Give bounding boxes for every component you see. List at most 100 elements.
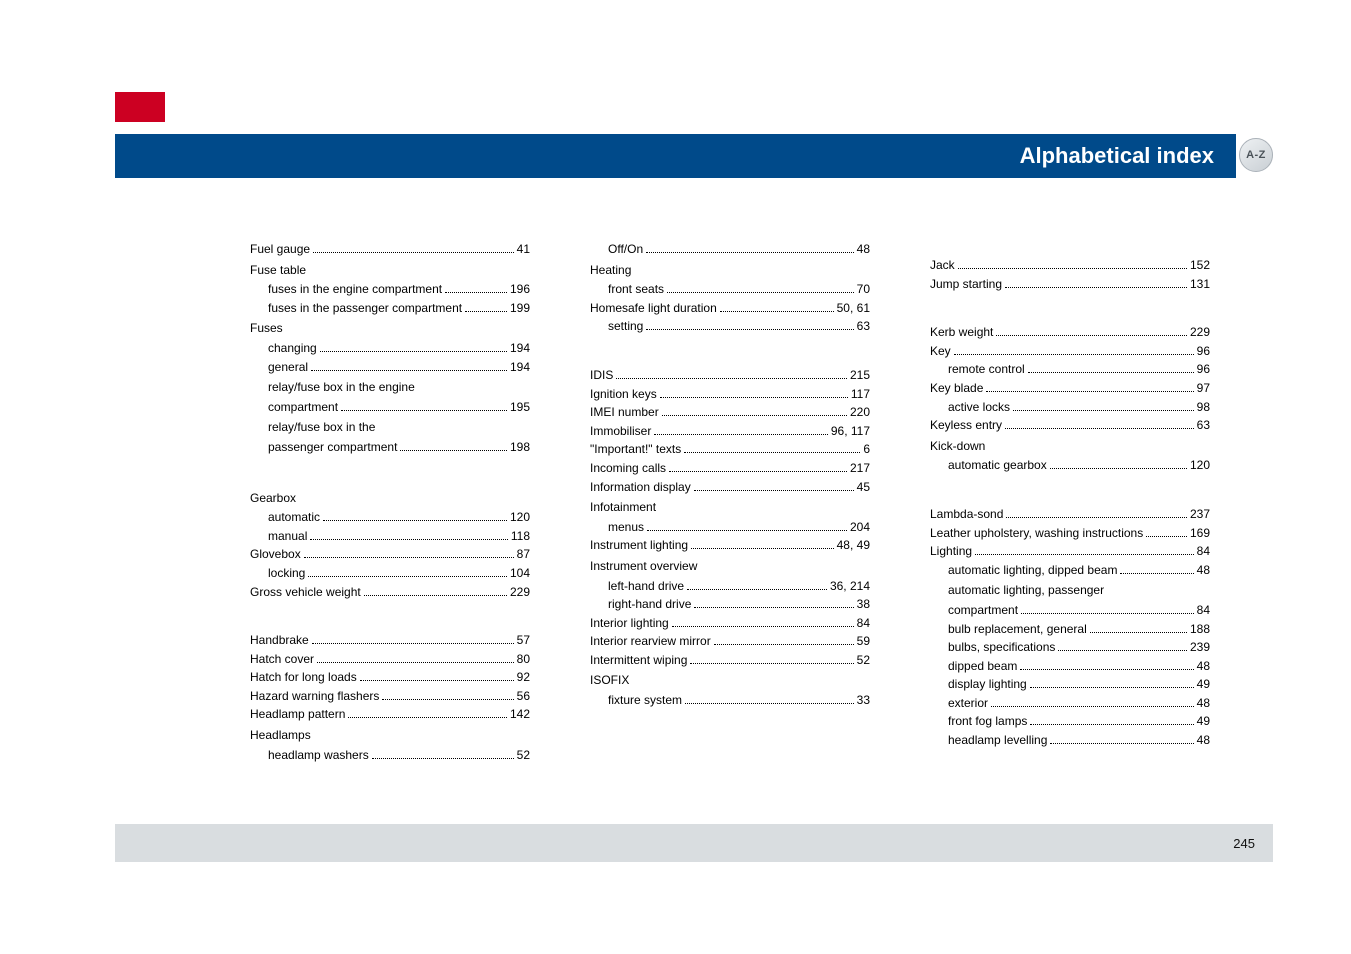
header-bar: Alphabetical index: [115, 134, 1236, 178]
index-page-ref: 59: [857, 632, 870, 651]
index-label: Lighting: [930, 542, 972, 561]
index-label: display lighting: [948, 675, 1027, 694]
index-page-ref: 120: [510, 508, 530, 527]
index-page-ref: 84: [1197, 542, 1210, 561]
index-page-ref: 48: [1197, 694, 1210, 713]
index-entry: fixture system33: [590, 691, 870, 710]
page: Alphabetical index A-Z Fuel gauge41Fuse …: [0, 0, 1351, 954]
index-label: Ignition keys: [590, 385, 657, 404]
index-entry: automatic gearbox120: [930, 456, 1210, 475]
index-entry: passenger compartment198: [250, 438, 530, 457]
index-page-ref: 229: [510, 583, 530, 602]
index-page-ref: 96: [1197, 342, 1210, 361]
index-label: Key blade: [930, 379, 983, 398]
index-entry: Glovebox87: [250, 545, 530, 564]
index-page-ref: 220: [850, 403, 870, 422]
index-entry: right-hand drive38: [590, 595, 870, 614]
index-entry: Off/On 48: [590, 240, 870, 259]
index-heading: Gearbox: [250, 487, 530, 509]
index-entry: remote control96: [930, 360, 1210, 379]
index-page-ref: 117: [851, 385, 870, 404]
index-label: Homesafe light duration: [590, 299, 717, 318]
index-page-ref: 48: [1197, 657, 1210, 676]
index-entry: Hatch for long loads92: [250, 668, 530, 687]
index-label: Off/On: [608, 240, 643, 259]
index-entry: automatic lighting, passenger: [930, 579, 1210, 601]
index-label: bulb replacement, general: [948, 620, 1087, 639]
index-entry: Handbrake57: [250, 631, 530, 650]
index-label: Instrument lighting: [590, 536, 688, 555]
index-label: dipped beam: [948, 657, 1017, 676]
index-page-ref: 48: [857, 240, 870, 259]
index-page-ref: 52: [857, 651, 870, 670]
index-entry: display lighting 49: [930, 675, 1210, 694]
index-entry: Interior lighting84: [590, 614, 870, 633]
index-label: headlamp levelling: [948, 731, 1047, 750]
index-page-ref: 87: [517, 545, 530, 564]
index-page-ref: 48: [1197, 731, 1210, 750]
index-page-ref: 63: [1197, 416, 1210, 435]
index-entry: Key 96: [930, 342, 1210, 361]
index-label: Keyless entry: [930, 416, 1002, 435]
page-number: 245: [1233, 836, 1255, 851]
index-entry: left-hand drive 36, 214: [590, 577, 870, 596]
index-heading: ISOFIX: [590, 669, 870, 691]
footer-bar: 245: [115, 824, 1273, 862]
column-3: Jack152Jump starting131Kerb weight229Key…: [930, 240, 1210, 764]
index-heading: Infotainment: [590, 496, 870, 518]
index-page-ref: 36, 214: [830, 577, 870, 596]
index-label: Lambda-sond: [930, 505, 1003, 524]
index-page-ref: 104: [510, 564, 530, 583]
index-entry: Hatch cover80: [250, 650, 530, 669]
index-entry: Jump starting131: [930, 275, 1210, 294]
index-page-ref: 6: [863, 440, 870, 459]
index-page-ref: 204: [850, 518, 870, 537]
index-heading: Fuse table: [250, 259, 530, 281]
index-label: Interior rearview mirror: [590, 632, 711, 651]
index-label: manual: [268, 527, 307, 546]
index-entry: active locks98: [930, 398, 1210, 417]
index-page-ref: 80: [517, 650, 530, 669]
index-page-ref: 52: [517, 746, 530, 765]
index-entry: locking104: [250, 564, 530, 583]
index-label: exterior: [948, 694, 988, 713]
index-label: Immobiliser: [590, 422, 651, 441]
index-entry: headlamp washers 52: [250, 746, 530, 765]
index-entry: Immobiliser96, 117: [590, 422, 870, 441]
index-label: fixture system: [608, 691, 682, 710]
index-label: headlamp washers: [268, 746, 369, 765]
index-label: Kerb weight: [930, 323, 993, 342]
index-page-ref: 84: [857, 614, 870, 633]
index-label: Information display: [590, 478, 691, 497]
index-heading: Instrument overview: [590, 555, 870, 577]
index-label: right-hand drive: [608, 595, 691, 614]
index-columns: Fuel gauge41Fuse tablefuses in the engin…: [250, 240, 1210, 764]
index-entry: Interior rearview mirror 59: [590, 632, 870, 651]
index-entry: general194: [250, 358, 530, 377]
index-page-ref: 237: [1190, 505, 1210, 524]
index-label: Leather upholstery, washing instructions: [930, 524, 1143, 543]
index-page-ref: 194: [510, 358, 530, 377]
index-page-ref: 131: [1190, 275, 1210, 294]
index-entry: Fuel gauge41: [250, 240, 530, 259]
index-label: Headlamp pattern: [250, 705, 345, 724]
index-entry: Ignition keys 117: [590, 385, 870, 404]
index-label: IDIS: [590, 366, 613, 385]
index-entry: Gross vehicle weight229: [250, 583, 530, 602]
index-entry: relay/fuse box in the: [250, 416, 530, 438]
index-label: Jack: [930, 256, 955, 275]
index-label: Key: [930, 342, 951, 361]
index-entry: compartment84: [930, 601, 1210, 620]
index-heading: Fuses: [250, 317, 530, 339]
index-label: menus: [608, 518, 644, 537]
index-label: left-hand drive: [608, 577, 684, 596]
index-label: automatic lighting, dipped beam: [948, 561, 1117, 580]
index-entry: manual118: [250, 527, 530, 546]
index-page-ref: 97: [1197, 379, 1210, 398]
index-entry: front fog lamps49: [930, 712, 1210, 731]
index-page-ref: 120: [1190, 456, 1210, 475]
index-entry: "Important!" texts6: [590, 440, 870, 459]
index-entry: relay/fuse box in the engine: [250, 376, 530, 398]
index-page-ref: 49: [1197, 675, 1210, 694]
index-page-ref: 196: [510, 280, 530, 299]
